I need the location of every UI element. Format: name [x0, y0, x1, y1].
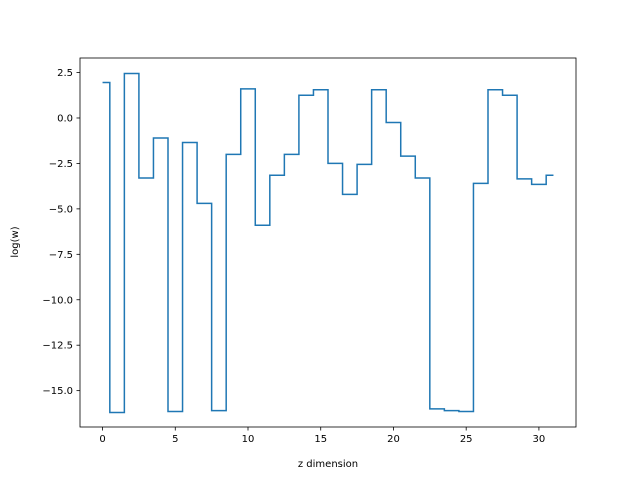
x-axis-label: z dimension	[298, 459, 358, 470]
y-axis-ticks: −15.0 −12.5 −10.0 −7.5 −5.0 −2.5 0.0 2.5	[42, 68, 80, 397]
series-line	[102, 72, 554, 414]
y-tick-label: −5.0	[49, 204, 73, 215]
y-tick-label: −12.5	[42, 341, 73, 352]
x-axis-ticks: 0 5 10 15 20 25 30	[99, 427, 545, 445]
y-axis-label: log(w)	[10, 226, 21, 257]
y-tick-label: 2.5	[57, 68, 73, 79]
y-tick-label: −10.0	[42, 295, 73, 306]
axes-frame	[79, 57, 577, 428]
x-tick-label: 10	[242, 434, 255, 445]
x-tick-label: 30	[533, 434, 546, 445]
x-tick-label: 25	[460, 434, 473, 445]
plot-area	[102, 72, 554, 414]
y-tick-label: 0.0	[57, 113, 73, 124]
x-tick-label: 0	[99, 434, 105, 445]
x-tick-label: 15	[314, 434, 327, 445]
x-tick-label: 20	[387, 434, 400, 445]
x-tick-label: 5	[172, 434, 178, 445]
y-tick-label: −15.0	[42, 386, 73, 397]
y-tick-label: −7.5	[49, 250, 73, 261]
y-tick-label: −2.5	[49, 159, 73, 170]
